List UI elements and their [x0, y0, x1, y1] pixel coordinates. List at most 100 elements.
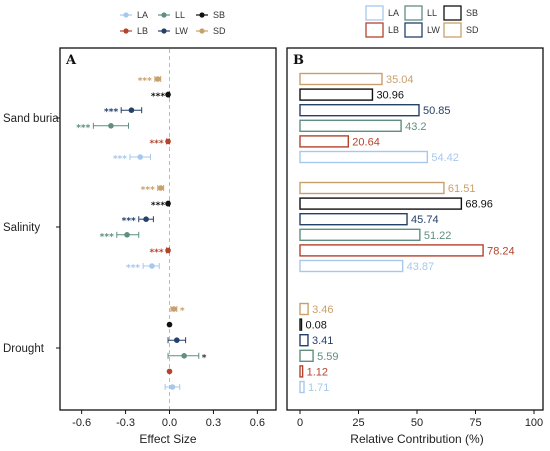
significance-sand-burial-lb: *** [149, 139, 163, 149]
bar-salinity-lw: 45.74 [299, 212, 439, 226]
group-label-drought: Drought [3, 343, 45, 355]
bar-rect-drought-sb [299, 318, 303, 331]
bar-value-label-drought-la: 1.71 [308, 382, 329, 394]
bar-rect-sand-burial-la [299, 150, 429, 164]
bar-salinity-sb: 68.96 [299, 197, 493, 211]
bar-drought-lw: 3.41 [299, 334, 333, 347]
significance-sand-burial-la: *** [113, 155, 127, 165]
x-tick-label-a-1: -0.3 [116, 417, 135, 429]
bar-salinity-sd: 61.51 [299, 181, 476, 195]
legend-b-label-lw: LW [427, 25, 440, 35]
bar-value-label-salinity-la: 43.87 [407, 261, 435, 273]
point-sand-burial-lw: *** [104, 107, 143, 118]
bar-value-label-salinity-lb: 78.24 [487, 245, 515, 257]
significance-salinity-la: *** [126, 264, 140, 274]
legend-b-item-lb: LB [365, 22, 399, 38]
legend-a-label-lw: LW [175, 26, 188, 36]
point-marker-salinity-ll [124, 232, 130, 238]
bar-salinity-ll: 51.22 [299, 228, 452, 242]
point-marker-drought-lw [174, 337, 180, 344]
point-marker-sand-burial-lw [128, 107, 135, 113]
legend-b-swatch-la [365, 5, 384, 21]
bar-value-label-sand-burial-sd: 35.04 [386, 74, 414, 86]
legend-b: LA LB LL LW SB SD [365, 5, 479, 38]
bar-sand-burial-sd: 35.04 [299, 72, 414, 86]
point-marker-sand-burial-ll [108, 123, 114, 129]
legend-a-label-la: LA [137, 10, 148, 20]
bar-rect-sand-burial-sb [299, 88, 374, 101]
x-tick-label-a-3: 0.3 [206, 417, 221, 429]
point-salinity-sb: *** [151, 200, 171, 211]
legend-b-label-ll: LL [427, 8, 437, 18]
legend-b-label-sd: SD [466, 25, 479, 35]
point-marker-drought-ll [181, 353, 187, 359]
bar-value-label-salinity-ll: 51.22 [424, 230, 452, 242]
legend-a: LA LB LL LW SB SD [120, 10, 226, 36]
point-drought-sd: * [170, 306, 185, 317]
bar-sand-burial-lb: 20.64 [299, 135, 380, 148]
bar-rect-salinity-sd [299, 181, 445, 195]
legend-b-label-lb: LB [388, 25, 399, 35]
bar-value-label-drought-sb: 0.08 [306, 320, 327, 332]
legend-b-item-ll: LL [404, 5, 437, 21]
bar-value-label-sand-burial-la: 54.42 [431, 152, 459, 164]
panel-b-x-ticks: 0 25 50 75 100 [297, 410, 543, 429]
bar-rect-drought-la [299, 380, 305, 394]
bar-drought-sd: 3.46 [299, 302, 334, 316]
point-marker-salinity-lw [143, 216, 149, 222]
legend-a-item-lb: LB [120, 26, 148, 36]
point-marker-salinity-sb [165, 200, 171, 207]
point-drought-lw [167, 337, 187, 344]
legend-b-label-sb: SB [466, 8, 478, 18]
panel-a-x-ticks: -0.6 -0.3 0.0 0.3 0.6 [72, 410, 265, 429]
bar-rect-salinity-ll [299, 228, 421, 242]
significance-sand-burial-lw: *** [104, 108, 118, 118]
legend-a-marker-la [123, 12, 129, 18]
bar-salinity-la: 43.87 [299, 259, 435, 273]
legend-a-label-ll: LL [175, 10, 185, 20]
significance-salinity-lw: *** [122, 217, 136, 227]
panel-a-x-axis-label: Effect Size [139, 432, 196, 446]
bar-rect-drought-lb [299, 365, 304, 378]
significance-sand-burial-sd: *** [138, 77, 152, 87]
bar-drought-sb: 0.08 [299, 318, 327, 332]
panel-b-frame [286, 47, 544, 411]
bar-sand-burial-sb: 30.96 [299, 88, 404, 102]
bar-value-label-drought-lw: 3.41 [312, 335, 333, 347]
legend-b-swatch-ll [404, 5, 423, 21]
point-marker-drought-sb [166, 321, 173, 328]
point-marker-drought-sd [171, 306, 177, 312]
bar-rect-drought-ll [299, 349, 314, 362]
bar-drought-lb: 1.12 [299, 365, 328, 378]
legend-b-swatch-sb [443, 5, 462, 21]
legend-a-label-sd: SD [213, 26, 226, 36]
point-marker-salinity-sd [157, 185, 164, 191]
legend-a-marker-lw [161, 28, 167, 34]
legend-b-item-sd: SD [443, 22, 479, 38]
point-marker-drought-lb [166, 368, 173, 375]
point-drought-lb [166, 368, 173, 375]
bar-value-label-drought-ll: 5.59 [317, 351, 338, 363]
point-drought-sb [166, 321, 173, 328]
legend-b-item-sb: SB [443, 5, 478, 21]
bar-value-label-salinity-sb: 68.96 [465, 199, 493, 211]
point-marker-sand-burial-sb [165, 91, 171, 98]
point-marker-sand-burial-lb [165, 138, 171, 145]
legend-a-item-ll: LL [158, 10, 185, 20]
x-tick-label-b-0: 0 [297, 417, 303, 429]
significance-sand-burial-sb: *** [151, 92, 165, 102]
panel-a-group-labels: Sand burial Salinity Drought [3, 113, 61, 355]
bar-salinity-lb: 78.24 [299, 244, 515, 257]
legend-a-marker-lb [123, 28, 129, 34]
point-marker-salinity-lb [165, 247, 171, 254]
point-drought-la [164, 384, 181, 390]
panel-a-plot: ************************************** [76, 49, 207, 409]
x-tick-label-b-1: 25 [352, 417, 364, 429]
point-salinity-lb: *** [149, 247, 171, 258]
group-label-salinity: Salinity [3, 222, 40, 234]
bar-drought-ll: 5.59 [299, 349, 339, 363]
bar-value-label-drought-lb: 1.12 [307, 366, 328, 378]
bar-sand-burial-la: 54.42 [299, 150, 459, 164]
bar-value-label-salinity-sd: 61.51 [448, 183, 476, 195]
